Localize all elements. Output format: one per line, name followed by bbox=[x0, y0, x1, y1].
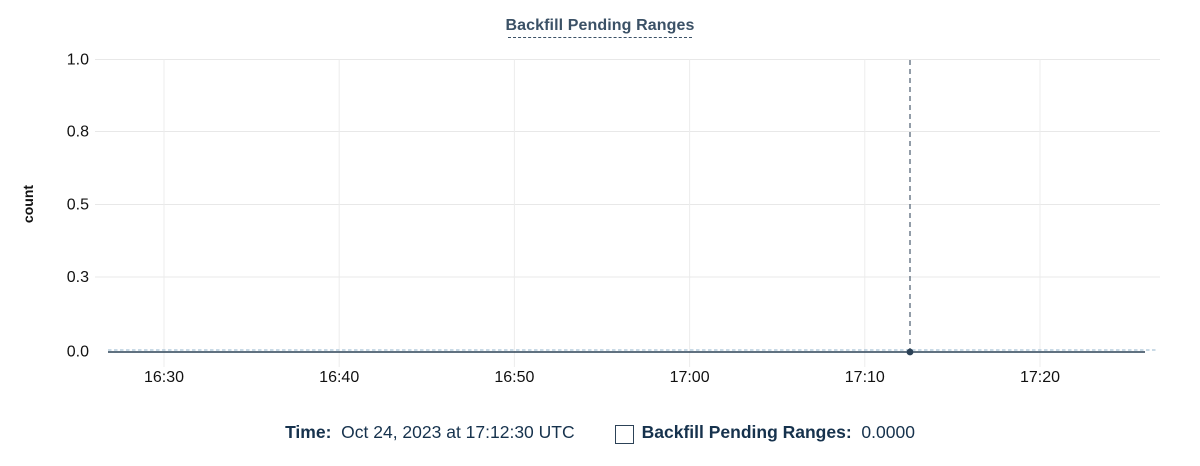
svg-text:1.0: 1.0 bbox=[67, 52, 89, 69]
svg-text:0.5: 0.5 bbox=[67, 197, 89, 214]
svg-text:17:20: 17:20 bbox=[1020, 369, 1060, 386]
svg-text:16:40: 16:40 bbox=[319, 369, 359, 386]
svg-text:count: count bbox=[20, 185, 36, 223]
svg-text:17:10: 17:10 bbox=[845, 369, 885, 386]
svg-text:16:50: 16:50 bbox=[494, 369, 534, 386]
svg-text:0.3: 0.3 bbox=[67, 269, 89, 286]
svg-text:17:00: 17:00 bbox=[670, 369, 710, 386]
svg-text:0.8: 0.8 bbox=[67, 124, 89, 141]
svg-text:16:30: 16:30 bbox=[144, 369, 184, 386]
svg-text:0.0: 0.0 bbox=[67, 344, 89, 361]
